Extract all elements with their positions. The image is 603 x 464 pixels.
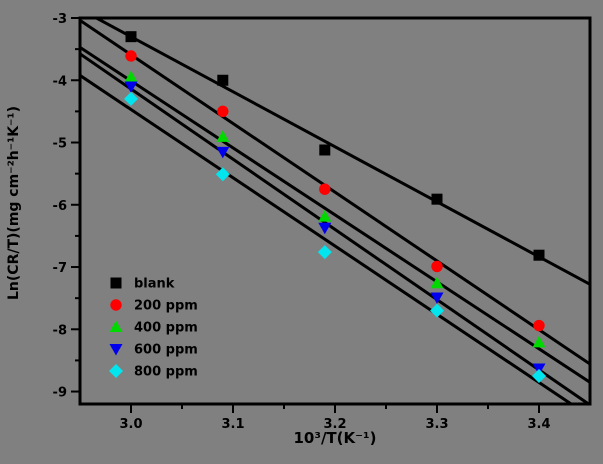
square-marker-blank-pt0	[125, 31, 137, 43]
diamond-marker-800-ppm-pt3	[430, 303, 444, 318]
x-tick-label: 3.3	[425, 417, 448, 432]
fit-line-600-ppm	[80, 52, 590, 404]
triangle-up-marker-400-ppm-pt2	[318, 210, 332, 222]
y-tick-label: -5	[53, 137, 67, 152]
triangle-up-marker-400-ppm-pt4	[532, 335, 546, 348]
legend-label-600-ppm: 600 ppm	[134, 343, 198, 358]
circle-marker-200-ppm-pt2	[319, 183, 331, 195]
y-tick-label: -9	[53, 386, 67, 401]
x-tick-label: 3.0	[119, 417, 142, 432]
circle-marker-200-ppm-pt4	[533, 319, 545, 332]
triangle-up-marker-400-ppm-legend	[109, 320, 123, 332]
plot-border	[78, 16, 592, 406]
triangle-down-marker-600-ppm-legend	[109, 344, 123, 356]
triangle-up-marker-400-ppm-pt3	[430, 276, 444, 289]
legend-label-blank: blank	[134, 277, 175, 292]
diamond-marker-800-ppm-legend	[109, 364, 123, 378]
circle-marker-200-ppm-pt0	[125, 50, 137, 62]
square-marker-blank-legend	[110, 277, 122, 289]
square-marker-blank-pt1	[217, 74, 229, 86]
square-marker-blank-pt4	[533, 249, 545, 261]
square-marker-blank-pt2	[319, 144, 331, 156]
y-tick-label: -3	[53, 12, 67, 27]
legend-label-800-ppm: 800 ppm	[134, 365, 198, 380]
triangle-down-marker-600-ppm-pt1	[216, 146, 230, 159]
x-tick-label: 3.2	[323, 417, 346, 432]
y-tick-label: -7	[53, 261, 67, 276]
triangle-down-marker-600-ppm-pt2	[318, 222, 332, 235]
x-tick-label: 3.1	[221, 417, 244, 432]
diamond-marker-800-ppm-pt4	[532, 368, 546, 383]
diamond-marker-800-ppm-pt0	[124, 91, 138, 106]
diamond-marker-800-ppm-pt1	[215, 167, 230, 182]
diamond-marker-800-ppm-pt2	[317, 245, 332, 260]
y-tick-label: -6	[53, 199, 67, 214]
fit-line-800-ppm	[80, 74, 574, 404]
triangle-up-marker-400-ppm-pt0	[124, 70, 138, 83]
x-axis-title: 10³/T(K⁻¹)	[293, 429, 377, 447]
circle-marker-200-ppm-pt3	[431, 260, 443, 273]
circle-marker-200-ppm-pt1	[217, 105, 229, 118]
x-tick-label: 3.4	[527, 417, 550, 432]
triangle-down-marker-600-ppm-pt3	[430, 292, 444, 305]
legend-label-400-ppm: 400 ppm	[134, 321, 198, 336]
legend-label-200-ppm: 200 ppm	[134, 299, 198, 314]
fit-line-200-ppm	[80, 19, 590, 366]
circle-marker-200-ppm-legend	[110, 299, 122, 311]
y-tick-label: -8	[53, 323, 67, 338]
y-tick-label: -4	[53, 74, 67, 89]
triangle-up-marker-400-ppm-pt1	[216, 130, 230, 142]
triangle-down-marker-600-ppm-pt0	[124, 81, 138, 93]
legend: blank 200 ppm 400 ppm 600 ppm 800 ppm	[134, 277, 198, 380]
fit-line-blank	[93, 18, 590, 286]
fit-line-400-ppm	[80, 46, 590, 384]
square-marker-blank-pt3	[431, 193, 443, 205]
y-axis-title: Ln(CR/T)(mg cm⁻²h⁻¹K⁻¹)	[6, 106, 22, 300]
